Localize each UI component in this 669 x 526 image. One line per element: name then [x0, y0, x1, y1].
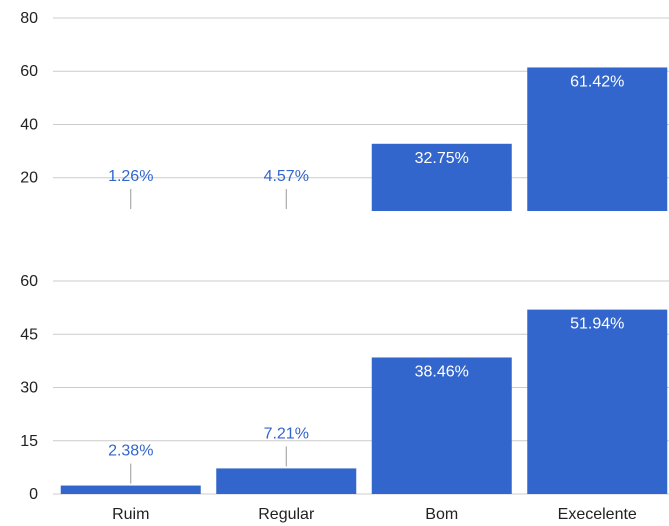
data-label: 4.57% [264, 168, 309, 185]
y-tick-label: 0 [29, 486, 38, 503]
bar [371, 357, 512, 494]
y-tick-label: 60 [20, 273, 38, 290]
x-category-label: Execelente [558, 506, 637, 523]
data-label: 32.75% [415, 150, 469, 167]
bar [371, 143, 512, 211]
y-tick-label: 40 [20, 116, 38, 133]
x-category-label: Bom [425, 506, 458, 523]
y-tick-label: 60 [20, 63, 38, 80]
y-tick-label: 20 [20, 170, 38, 187]
y-tick-label: 45 [20, 326, 38, 343]
y-tick-label: 30 [20, 380, 38, 397]
data-label: 1.26% [108, 168, 153, 185]
bar [60, 485, 201, 494]
data-label: 51.94% [570, 316, 624, 333]
data-label: 7.21% [264, 425, 309, 442]
y-tick-label: 80 [20, 10, 38, 27]
y-tick-label: 15 [20, 433, 38, 450]
data-label: 2.38% [108, 443, 153, 460]
bar [216, 468, 357, 494]
x-category-label: Ruim [112, 506, 149, 523]
data-label: 61.42% [570, 73, 624, 90]
x-category-label: Regular [258, 506, 315, 523]
data-label: 38.46% [415, 363, 469, 380]
bar [527, 67, 668, 211]
bar [527, 309, 668, 494]
